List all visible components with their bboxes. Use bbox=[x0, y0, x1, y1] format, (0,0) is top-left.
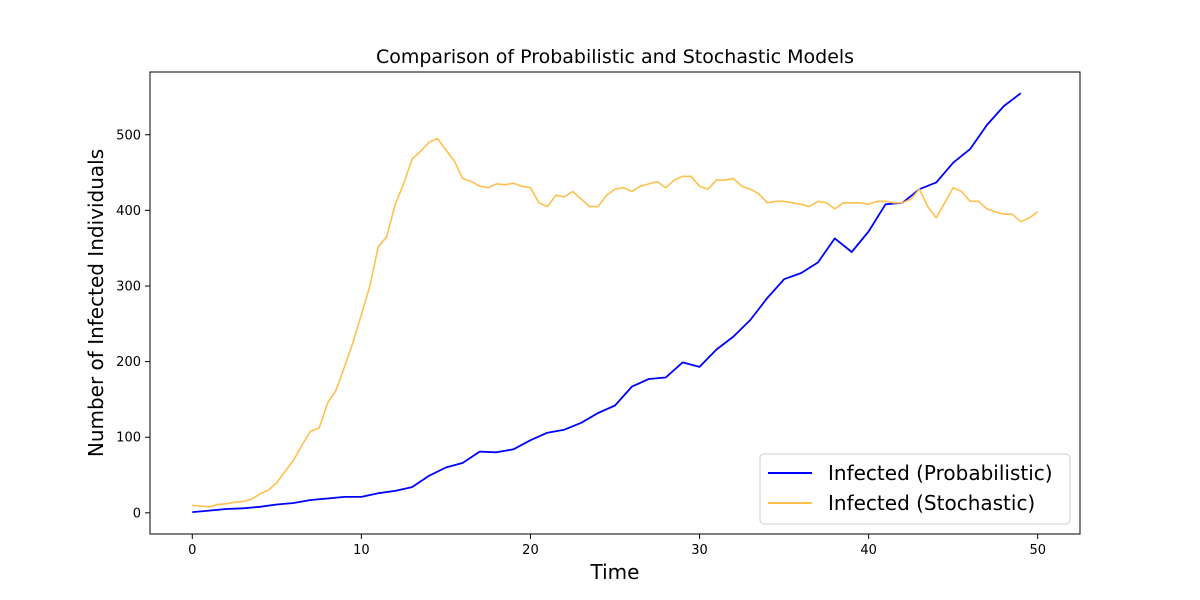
x-tick-label: 0 bbox=[188, 543, 196, 558]
x-tick-label: 20 bbox=[522, 543, 539, 558]
plot-area bbox=[192, 92, 1039, 513]
y-tick-label: 400 bbox=[116, 204, 141, 219]
y-tick-label: 500 bbox=[116, 128, 141, 143]
series-line-probabilistic bbox=[192, 92, 1022, 513]
legend-label-probabilistic: Infected (Probabilistic) bbox=[828, 461, 1053, 485]
x-tick-label: 10 bbox=[353, 543, 370, 558]
y-axis-label: Number of Infected Individuals bbox=[84, 149, 108, 457]
y-tick-label: 100 bbox=[116, 431, 141, 446]
plot-frame bbox=[149, 71, 1081, 535]
y-tick-label: 200 bbox=[116, 355, 141, 370]
x-tick-label: 30 bbox=[691, 543, 708, 558]
legend-label-stochastic: Infected (Stochastic) bbox=[828, 491, 1035, 515]
y-tick-label: 300 bbox=[116, 279, 141, 294]
series-line-stochastic bbox=[192, 137, 1039, 508]
y-tick-label: 0 bbox=[133, 506, 141, 521]
y-axis: 0 100 200 300 400 500 bbox=[116, 128, 150, 521]
x-tick-label: 40 bbox=[860, 543, 877, 558]
legend: Infected (Probabilistic) Infected (Stoch… bbox=[759, 453, 1071, 525]
legend-box bbox=[759, 453, 1071, 525]
chart-title: Comparison of Probabilistic and Stochast… bbox=[376, 46, 854, 68]
x-axis-label: Time bbox=[590, 560, 640, 584]
x-tick-label: 50 bbox=[1029, 543, 1046, 558]
x-axis: 0 10 20 30 40 50 bbox=[188, 534, 1046, 558]
